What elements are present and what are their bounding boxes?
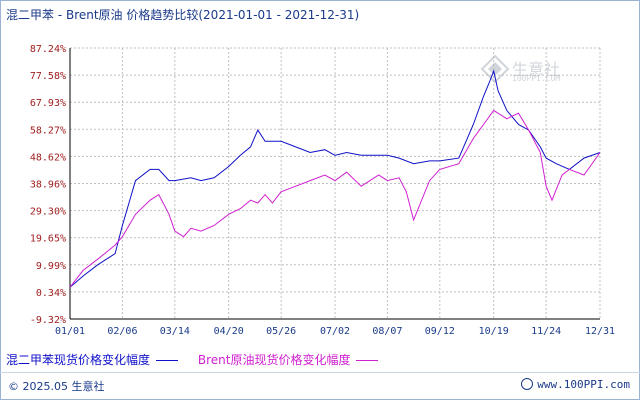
y-tick-label: 9.99%: [36, 261, 66, 272]
footer: © 2025.05 生意社 www.100PPI.com: [0, 372, 640, 401]
y-tick-label: 48.62%: [30, 152, 66, 163]
legend-item-series2: Brent原油现货价格变化幅度: [198, 351, 379, 368]
legend-label-series2: Brent原油现货价格变化幅度: [197, 353, 351, 367]
watermark: 生意社 100PPI.COM: [480, 54, 560, 88]
y-tick-label: 58.27%: [30, 125, 66, 136]
x-tick-label: 10/19: [479, 326, 509, 337]
x-tick-label: 05/26: [266, 326, 296, 337]
y-tick-label: -9.32%: [30, 315, 66, 326]
x-tick-label: 04/20: [214, 326, 244, 337]
globe-icon: [521, 378, 534, 390]
legend-item-series1: 混二甲苯现货价格变化幅度: [6, 351, 179, 368]
y-tick-label: 38.96%: [30, 180, 66, 191]
footer-copyright: © 2025.05 生意社: [8, 380, 105, 393]
x-tick-label: 09/12: [425, 326, 455, 337]
y-tick-label: 77.58%: [30, 71, 66, 82]
x-tick-label: 08/07: [372, 326, 402, 337]
legend-label-series1: 混二甲苯现货价格变化幅度: [6, 353, 151, 367]
y-tick-label: 0.34%: [36, 288, 66, 299]
x-tick-label: 07/02: [320, 326, 350, 337]
y-tick-label: 67.93%: [30, 98, 66, 109]
legend-swatch-series1: [156, 360, 179, 361]
series-line-2: [69, 109, 601, 288]
watermark-url: 100PPI.COM: [512, 74, 561, 83]
legend-swatch-series2: [356, 360, 379, 361]
y-tick-label: 87.24%: [30, 44, 66, 55]
watermark-brand: 生意社: [512, 60, 561, 79]
legend: 混二甲苯现货价格变化幅度 Brent原油现货价格变化幅度: [6, 351, 394, 368]
chart-title: 混二甲苯 - Brent原油 价格趋势比较(2021-01-01 - 2021-…: [6, 8, 360, 22]
x-tick-label: 12/31: [585, 326, 615, 337]
footer-site[interactable]: www.100PPI.com: [521, 378, 630, 391]
y-tick-label: 19.65%: [30, 234, 66, 245]
y-tick-label: 29.30%: [30, 207, 66, 218]
watermark-logo-icon: [480, 54, 510, 84]
x-tick-label: 02/06: [107, 326, 137, 337]
x-tick-label: 03/14: [160, 326, 190, 337]
footer-site-url[interactable]: www.100PPI.com: [537, 378, 630, 391]
x-tick-label: 11/24: [531, 326, 561, 337]
x-tick-label: 01/01: [55, 326, 85, 337]
series-line-1: [69, 69, 601, 288]
